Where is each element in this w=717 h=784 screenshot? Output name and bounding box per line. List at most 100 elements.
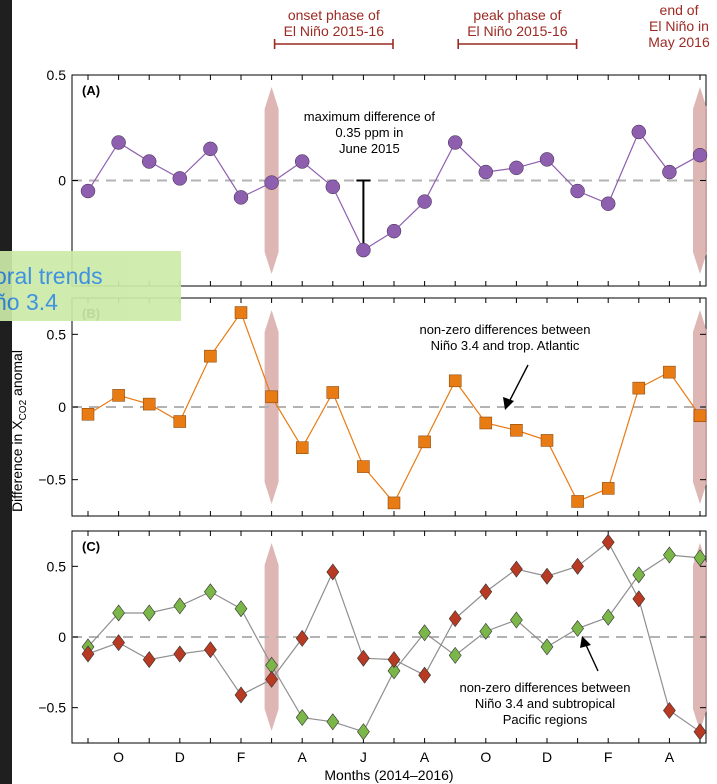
pacific-annotation: non-zero differences between [459, 680, 630, 695]
data-point-diamond [142, 604, 156, 622]
data-point-diamond [234, 686, 248, 704]
x-tick-label: O [480, 749, 491, 765]
data-point-diamond [693, 549, 707, 567]
y-tick-label: 0.5 [47, 326, 67, 342]
data-point-square [479, 416, 493, 430]
x-tick-label: A [298, 749, 308, 765]
phase-label-3: El Niño in [649, 18, 709, 34]
data-point-diamond [204, 583, 217, 601]
data-point-square [387, 496, 401, 510]
data-point-square [112, 389, 125, 402]
data-point-square [326, 386, 340, 399]
annotation-arrow [508, 364, 529, 403]
y-axis-label-subscript: CO2 [18, 399, 29, 420]
phase-label-1: onset phase of [288, 7, 380, 23]
data-point-circle [325, 179, 341, 195]
max-diff-annotation: 0.35 ppm in [335, 125, 403, 140]
data-point-diamond [326, 713, 340, 731]
data-point-square [81, 408, 95, 421]
data-point-diamond [510, 611, 523, 629]
data-point-diamond [601, 608, 615, 626]
phase-label-3: end of [660, 2, 699, 18]
y-axis-label: Difference in XCO2 anomal [9, 350, 29, 512]
data-point-circle [141, 154, 157, 169]
data-point-diamond [387, 662, 401, 680]
data-point-diamond [663, 546, 676, 564]
pacific-annotation: Niño 3.4 and subtropical [475, 696, 615, 711]
data-point-square [510, 424, 523, 437]
panel-frame [71, 530, 707, 744]
data-point-diamond [418, 624, 431, 642]
x-tick-label: A [420, 749, 430, 765]
overlay-banner: oral trends ño 3.4 [0, 251, 181, 321]
data-point-diamond [448, 646, 462, 664]
data-point-circle [233, 190, 249, 205]
data-point-circle [172, 171, 188, 186]
data-point-diamond [479, 622, 493, 640]
phase-label-2: peak phase of [473, 7, 561, 23]
data-point-diamond [540, 567, 554, 585]
data-point-diamond [632, 590, 646, 608]
x-tick-label: F [604, 749, 613, 765]
data-point-square [632, 381, 646, 395]
data-point-square [601, 482, 615, 495]
data-point-square [357, 460, 370, 473]
y-tick-label: 0 [58, 629, 66, 645]
x-axis-label: Months (2014–2016) [324, 767, 453, 783]
data-point-circle [600, 196, 616, 211]
annotation-arrowhead [503, 397, 514, 410]
window-edge [0, 0, 12, 784]
data-point-circle [570, 183, 585, 199]
y-axis-label-main: Difference in X [9, 420, 25, 512]
x-tick-label: D [542, 749, 552, 765]
data-point-diamond [510, 560, 523, 578]
data-point-diamond [112, 604, 125, 622]
data-point-diamond [418, 666, 431, 684]
data-point-square [663, 365, 676, 379]
data-point-circle [478, 164, 494, 180]
data-point-diamond [571, 620, 584, 638]
phase-label-3: May 2016 [648, 34, 710, 50]
data-point-circle [417, 194, 432, 209]
atlantic-annotation: non-zero differences between [419, 322, 590, 337]
atlantic-annotation: Niño 3.4 and trop. Atlantic [431, 338, 580, 353]
data-point-diamond [142, 651, 156, 669]
overlay-text-line-1: oral trends [0, 263, 103, 289]
data-point-square [142, 397, 156, 411]
y-tick-label: 0 [58, 399, 66, 415]
data-point-circle [264, 175, 279, 190]
data-point-diamond [540, 638, 554, 656]
data-point-diamond [601, 533, 615, 551]
data-point-circle [539, 152, 555, 167]
data-point-diamond [81, 645, 95, 663]
panel-label: (A) [82, 83, 100, 98]
data-point-square [448, 374, 462, 388]
x-tick-label: F [237, 749, 246, 765]
data-point-square [295, 441, 309, 454]
data-point-circle [294, 154, 310, 169]
data-point-square [265, 390, 278, 404]
x-tick-label: O [113, 749, 124, 765]
data-point-diamond [173, 597, 187, 615]
data-point-diamond [295, 629, 309, 647]
data-point-diamond [357, 723, 370, 741]
annotation-arrowhead [580, 636, 591, 648]
y-tick-label: 0.5 [47, 558, 67, 574]
data-point-diamond [448, 610, 462, 628]
data-point-diamond [571, 557, 584, 575]
data-point-circle [662, 164, 677, 180]
x-tick-label: A [665, 749, 675, 765]
el-nino-band [264, 310, 279, 504]
data-point-diamond [632, 566, 646, 584]
overlay-text-line-2: ño 3.4 [0, 289, 58, 315]
data-point-circle [203, 141, 218, 157]
data-point-square [234, 306, 248, 319]
data-point-diamond [295, 709, 309, 727]
x-tick-label: D [175, 749, 185, 765]
data-point-diamond [112, 634, 125, 652]
data-point-circle [386, 223, 402, 239]
data-point-diamond [234, 600, 248, 618]
data-point-square [418, 435, 431, 449]
data-point-square [173, 415, 187, 428]
